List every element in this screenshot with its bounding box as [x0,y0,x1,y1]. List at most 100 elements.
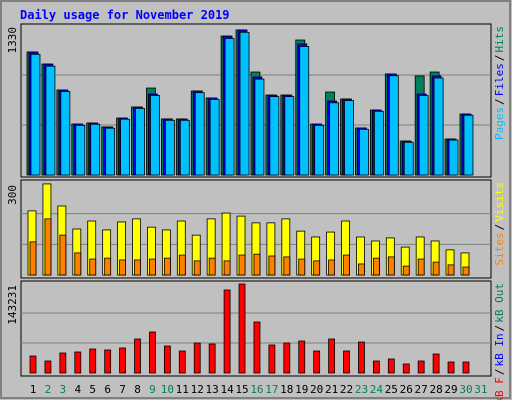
x-tick-label: 16 [250,383,263,396]
bar [119,259,126,276]
bar [328,338,336,374]
bar [463,114,474,176]
bar [89,258,97,276]
bar [239,31,250,176]
x-tick-label: 21 [325,383,338,396]
bar [448,139,459,176]
x-tick-label: 29 [444,383,457,396]
bar [447,361,455,374]
y-tick-label: 300 [6,185,19,205]
x-tick-label: 13 [206,383,219,396]
legend-separator: / [493,224,506,231]
legend-entry: Files [493,63,506,96]
bar [402,363,410,374]
legend: Sites/ Visits [493,182,506,266]
x-tick-label: 2 [45,383,52,396]
x-tick-label: 31 [474,383,487,396]
bar [74,351,82,374]
bar [359,128,369,176]
x-tick-label: 7 [119,383,126,396]
bar [60,91,71,176]
bar [253,253,261,276]
bar [30,53,41,176]
bar [223,289,231,374]
bar [268,344,276,374]
bar [462,266,470,276]
bar [194,92,205,176]
x-tick-label: 22 [340,383,353,396]
x-tick-label: 10 [161,383,174,396]
legend-entry: Visits [493,182,506,222]
legend-separator: / [493,369,506,376]
bar [208,343,216,374]
legend: kB F/kB In/kB Out [493,283,506,400]
bar [447,264,455,276]
legend-separator: / [493,55,506,62]
bar [149,331,156,374]
legend-separator: / [493,325,506,332]
x-tick-label: 25 [385,383,398,396]
bar [283,256,291,276]
x-tick-label: 9 [149,383,156,396]
bar [462,361,470,374]
bar [372,257,380,276]
bar [75,124,86,176]
bar [387,256,395,276]
bar [238,254,246,276]
bar [253,321,261,374]
bar [417,258,425,276]
bar [44,218,52,276]
bar [417,360,425,374]
x-tick-label: 20 [310,383,323,396]
bar [343,350,350,374]
x-tick-label: 6 [104,383,111,396]
bar [313,350,321,374]
bar [224,38,235,176]
legend-entry: kB In [493,333,506,366]
bar [418,95,429,176]
bar [193,342,201,374]
bar [104,349,112,374]
bar [163,257,171,276]
bar [283,342,291,374]
bar [134,338,141,374]
bar [209,99,220,176]
bar [358,263,365,276]
bar [119,347,126,374]
bar [284,96,295,176]
bar [387,358,395,374]
bar [329,102,340,176]
legend-separator: / [493,98,506,105]
x-tick-label: 30 [459,383,472,396]
bar [344,100,354,176]
bar [90,123,101,176]
bar [120,118,130,176]
x-tick-label: 11 [176,383,189,396]
bar [298,258,306,276]
x-tick-label: 1 [30,383,37,396]
bar [59,352,67,374]
bar [29,241,37,276]
x-tick-label: 24 [370,383,384,396]
bar [432,261,440,276]
chart-title: Daily usage for November 2019 [20,8,230,22]
y-tick-label: 143231 [6,285,19,325]
bar [298,340,306,374]
y-tick-label: 1330 [6,27,19,54]
bar [208,257,216,276]
bar [328,259,336,276]
bar [135,108,145,176]
bar [314,124,325,176]
bar [163,345,171,374]
x-tick-label: 23 [355,383,368,396]
x-tick-label: 12 [191,383,204,396]
legend: Pages/Files/Hits [493,26,506,140]
bar [402,265,410,276]
legend-entry: Sites [493,232,506,265]
bar [179,119,190,176]
bar [104,257,112,276]
bar [178,254,186,276]
